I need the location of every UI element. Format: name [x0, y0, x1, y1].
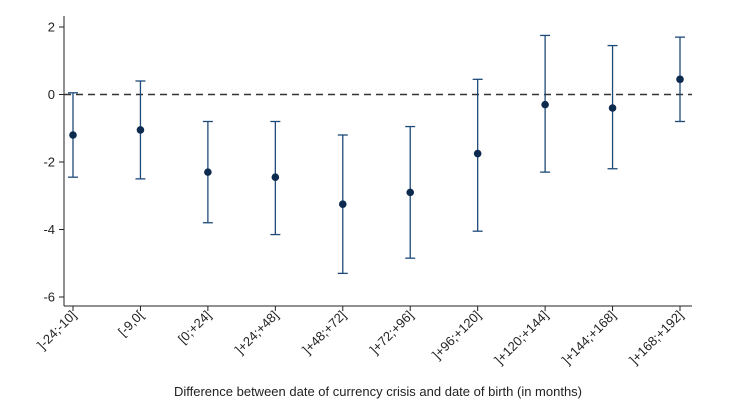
y-tick-label: -6 — [43, 290, 55, 305]
y-tick-label: 0 — [48, 87, 55, 102]
data-point — [338, 200, 347, 208]
x-tick-label: ]+144;+168] — [559, 308, 619, 368]
data-point — [69, 131, 77, 139]
chart-marks — [68, 34, 685, 275]
data-point — [271, 173, 280, 181]
x-tick-label: ]+48;+72] — [299, 308, 348, 357]
data-point — [608, 104, 617, 112]
y-tick-label: -2 — [43, 155, 55, 170]
x-axis: ]-24;-10] [-9,0[ [0;+24] ]+24;+48] ]+48;+72]… — [34, 305, 692, 368]
x-tick-label: [0;+24] — [175, 308, 214, 347]
x-tick-label: [-9,0[ — [115, 307, 147, 339]
x-tick-label: ]+96;+120] — [429, 308, 484, 363]
y-axis: -6 -4 -2 0 2 — [43, 16, 65, 306]
data-point — [541, 100, 549, 109]
data-point — [676, 75, 684, 84]
x-tick-label: ]-24;-10] — [34, 308, 79, 353]
data-point — [406, 188, 415, 197]
data-point — [473, 149, 482, 158]
y-tick-label: -4 — [43, 222, 55, 237]
y-tick-label: 2 — [48, 20, 55, 35]
data-point — [204, 168, 212, 176]
x-tick-label: ]+24;+48] — [232, 308, 281, 357]
data-point — [136, 126, 145, 134]
x-tick-label: ]+72;+96] — [367, 308, 416, 357]
x-axis-title: Difference between date of currency cris… — [174, 384, 582, 399]
x-tick-label: ]+168;+192] — [626, 308, 686, 368]
x-tick-label: ]+120;+144] — [492, 308, 552, 368]
